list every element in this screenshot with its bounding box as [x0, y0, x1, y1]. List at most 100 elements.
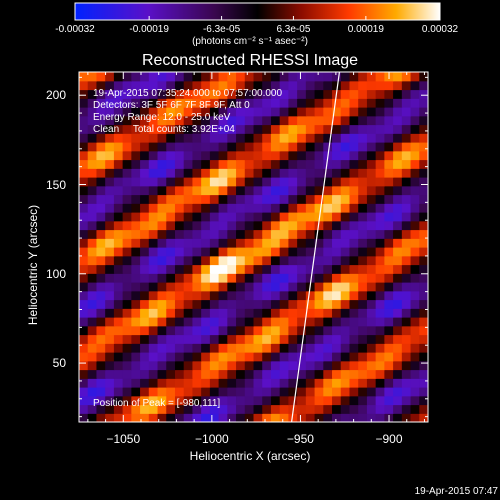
heatmap-cell [279, 247, 289, 257]
heatmap-cell [96, 404, 106, 414]
heatmap-cell [192, 194, 202, 204]
heatmap-cell [340, 299, 351, 309]
heatmap-cell [297, 124, 307, 134]
heatmap-cell [183, 255, 194, 266]
heatmap-cell [375, 177, 385, 187]
heatmap-cell [358, 203, 368, 213]
heatmap-cell [375, 89, 385, 99]
heatmap-cell [236, 203, 246, 213]
heatmap-cell [96, 352, 106, 362]
heatmap-cell [270, 133, 281, 143]
heatmap-cell [131, 404, 141, 414]
heatmap-cell [236, 212, 246, 222]
heatmap-cell [366, 360, 377, 371]
heatmap-cell [140, 387, 150, 397]
heatmap-cell [332, 150, 342, 161]
heatmap-cell [87, 72, 98, 82]
heatmap-cell [227, 238, 237, 248]
heatmap-cell [332, 413, 342, 422]
heatmap-cell [236, 317, 246, 327]
heatmap-cell [166, 352, 176, 362]
heatmap-cell [375, 107, 385, 117]
heatmap-cell [314, 343, 324, 353]
heatmap-cell [131, 317, 141, 327]
heatmap-cell [323, 395, 333, 406]
heatmap-cell [113, 168, 124, 178]
heatmap-cell [244, 220, 255, 231]
heatmap-cell [270, 413, 281, 422]
heatmap-cell [148, 168, 159, 178]
heatmap-cell [131, 150, 141, 161]
heatmap-cell [323, 255, 333, 266]
heatmap-cell [262, 378, 272, 388]
heatmap-cell [358, 317, 368, 327]
heatmap-cell [401, 290, 412, 301]
heatmap-cell [262, 369, 272, 379]
heatmap-cell [279, 80, 289, 91]
heatmap-cell [113, 387, 124, 397]
heatmap-cell [297, 290, 307, 301]
heatmap-cell [323, 334, 333, 344]
heatmap-cell [332, 168, 342, 178]
heatmap-cell [79, 142, 89, 152]
heatmap-cell [227, 378, 237, 388]
heatmap-cell [375, 378, 385, 388]
heatmap-cell [166, 343, 176, 353]
heatmap-cell [253, 72, 263, 82]
heatmap-cell [410, 177, 420, 187]
heatmap-cell [183, 273, 194, 283]
heatmap-cell [87, 247, 98, 257]
heatmap-cell [209, 378, 220, 388]
heatmap-cell [148, 194, 159, 204]
heatmap-cell [218, 360, 228, 371]
heatmap-cell [236, 220, 246, 231]
heatmap-cell [305, 133, 316, 143]
heatmap-cell [201, 98, 211, 108]
heatmap-cell [410, 317, 420, 327]
heatmap-cell [105, 89, 115, 99]
heatmap-cell [244, 317, 255, 327]
heatmap-cell [384, 150, 394, 161]
heatmap-cell [358, 404, 368, 414]
heatmap-cell [410, 325, 420, 336]
heatmap-cell [366, 229, 377, 239]
heatmap-cell [419, 290, 428, 301]
heatmap-cell [131, 133, 141, 143]
heatmap-cell [340, 177, 351, 187]
heatmap-cell [393, 89, 403, 99]
heatmap-cell [323, 343, 333, 353]
heatmap-cell [305, 308, 316, 318]
heatmap-cell [244, 150, 255, 161]
heatmap-cell [113, 325, 124, 336]
heatmap-cell [358, 395, 368, 406]
heatmap-cell [419, 395, 428, 406]
heatmap-cell [375, 72, 385, 82]
heatmap-cell [401, 194, 412, 204]
heatmap-cell [79, 378, 89, 388]
heatmap-cell [401, 317, 412, 327]
heatmap-cell [105, 290, 115, 301]
heatmap-cell [122, 89, 132, 99]
heatmap-cell [79, 255, 89, 266]
heatmap-cell [262, 264, 272, 274]
heatmap-cell [262, 308, 272, 318]
heatmap-cell [218, 133, 228, 143]
heatmap-cell [227, 107, 237, 117]
heatmap-cell [209, 317, 220, 327]
heatmap-cell [96, 220, 106, 231]
heatmap-cell [236, 142, 246, 152]
heatmap-cell [174, 360, 185, 371]
heatmap-cell [410, 220, 420, 231]
heatmap-cell [419, 159, 428, 169]
heatmap-cell [131, 194, 141, 204]
y-tick-label: 100 [45, 266, 66, 281]
heatmap-cell [201, 264, 211, 274]
heatmap-cell [122, 352, 132, 362]
heatmap-cell [288, 308, 298, 318]
heatmap-cell [122, 247, 132, 257]
heatmap-cell [105, 369, 115, 379]
heatmap-cell [192, 360, 202, 371]
heatmap-cell [279, 220, 289, 231]
heatmap-cell [227, 360, 237, 371]
heatmap-cell [105, 124, 115, 134]
